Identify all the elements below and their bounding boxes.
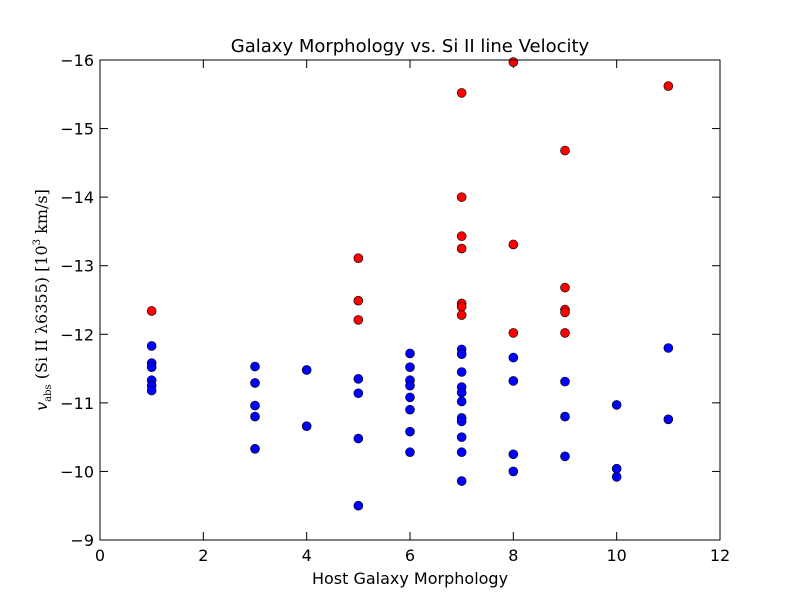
y-tick-label: −13 — [60, 257, 94, 276]
x-axis-label: Host Galaxy Morphology — [312, 569, 508, 588]
x-tick-label: 0 — [95, 546, 105, 565]
red-data-point — [456, 88, 467, 98]
blue-data-point — [250, 361, 260, 372]
y-tick-label: −10 — [60, 462, 94, 481]
blue-data-point — [663, 343, 674, 353]
red-data-point — [508, 328, 519, 338]
blue-data-point — [405, 362, 415, 373]
x-tick-label: 12 — [710, 546, 730, 565]
x-tick-label: 6 — [405, 546, 415, 565]
blue-data-point — [146, 385, 157, 396]
blue-data-point — [405, 426, 415, 437]
blue-data-point — [560, 376, 570, 387]
blue-data-point — [611, 400, 622, 410]
red-data-point — [663, 81, 674, 91]
red-data-point — [560, 328, 570, 338]
blue-data-point — [405, 404, 415, 415]
red-data-point — [353, 315, 364, 325]
red-data-point — [456, 243, 467, 254]
red-data-point — [560, 307, 570, 318]
blue-data-point — [405, 380, 415, 391]
red-data-point — [560, 282, 570, 293]
blue-data-point — [508, 376, 519, 386]
blue-data-point — [508, 466, 519, 477]
y-label-text: (Si II λ6355) [10 — [32, 245, 51, 384]
y-label-variable: v — [32, 402, 51, 411]
blue-data-point — [405, 447, 415, 458]
blue-data-point — [456, 432, 467, 442]
tick-layer: 0 2 4 6 8 10 12 −9 −10 −11 −12 −13 −14 −15 −16 — [60, 51, 730, 565]
blue-data-point — [250, 400, 260, 411]
y-tick-label: −11 — [60, 394, 94, 413]
blue-data-point — [353, 388, 364, 399]
blue-data-point — [301, 365, 312, 375]
plot-frame — [99, 59, 721, 541]
red-data-point — [456, 310, 467, 320]
red-data-point — [146, 306, 157, 316]
blue-data-point — [456, 387, 467, 398]
blue-data-point — [560, 411, 570, 422]
y-label-subscript: abs — [43, 384, 54, 402]
y-axis-label: vabs (Si II λ6355) [103 km/s] — [32, 189, 54, 411]
blue-data-point — [146, 341, 157, 351]
red-data-point — [353, 253, 364, 263]
blue-data-point — [456, 447, 467, 458]
chart-title: Galaxy Morphology vs. Si II line Velocit… — [231, 36, 590, 57]
blue-data-point — [663, 414, 674, 425]
x-tick-label: 4 — [302, 546, 312, 565]
blue-data-point — [456, 476, 467, 486]
blue-data-point — [301, 421, 312, 431]
blue-data-point — [405, 348, 415, 359]
red-data-point — [456, 192, 467, 202]
blue-data-point — [250, 411, 260, 422]
blue-data-point — [508, 449, 519, 460]
blue-data-point — [456, 367, 467, 377]
blue-data-point — [456, 416, 467, 427]
y-tick-label: −9 — [70, 531, 94, 550]
y-tick-label: −14 — [60, 188, 94, 207]
y-label-unit: km/s] — [32, 189, 51, 239]
y-label-superscript: 3 — [32, 239, 43, 245]
red-data-point — [508, 57, 519, 67]
blue-data-point — [456, 349, 467, 359]
blue-data-point — [456, 396, 467, 407]
x-tick-label: 8 — [508, 546, 518, 565]
blue-data-point — [508, 352, 519, 363]
blue-data-point — [611, 463, 622, 474]
red-data-point — [456, 302, 467, 312]
y-tick-label: −16 — [60, 51, 94, 70]
blue-data-point — [405, 392, 415, 403]
blue-data-point — [353, 500, 364, 511]
red-data-point — [456, 231, 467, 242]
y-tick-label: −12 — [60, 325, 94, 344]
blue-data-point — [250, 378, 260, 388]
blue-data-point — [353, 433, 364, 444]
points-layer — [146, 57, 674, 511]
red-data-point — [560, 145, 570, 156]
blue-data-point — [250, 443, 260, 454]
x-tick-label: 2 — [198, 546, 208, 565]
blue-data-point — [560, 451, 570, 462]
x-tick-label: 10 — [606, 546, 626, 565]
blue-data-point — [611, 472, 622, 482]
y-tick-label: −15 — [60, 120, 94, 139]
blue-data-point — [353, 374, 364, 384]
blue-data-point — [146, 362, 157, 373]
red-data-point — [508, 239, 519, 250]
red-data-point — [353, 295, 364, 306]
